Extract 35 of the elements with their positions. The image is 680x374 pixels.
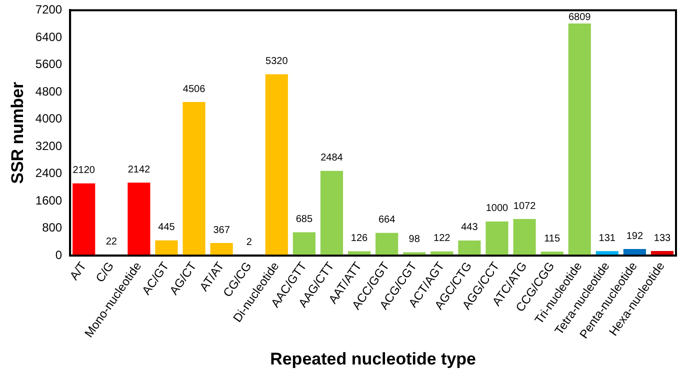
y-tick-label: 2400: [35, 166, 62, 180]
data-label: 122: [434, 233, 451, 244]
data-label: 1000: [486, 203, 509, 214]
data-label: 1072: [513, 200, 536, 212]
data-label: 2: [246, 237, 252, 248]
y-tick-label: 5600: [35, 57, 62, 72]
y-axis-title: SSR number: [8, 81, 27, 184]
data-label: 664: [378, 214, 396, 226]
data-label: 443: [461, 222, 478, 234]
data-label: 133: [654, 232, 672, 244]
data-label: 98: [408, 234, 420, 245]
y-tick-label: 4800: [35, 84, 62, 98]
x-tick-label: A/T: [66, 258, 90, 283]
data-label: 131: [598, 232, 616, 244]
data-label: 126: [350, 233, 368, 244]
y-tick-label: 1600: [35, 193, 62, 208]
y-tick-label: 4000: [35, 112, 62, 126]
data-label: 2142: [128, 164, 151, 176]
y-tick-label: 0: [55, 248, 62, 262]
data-label: 115: [544, 233, 560, 244]
y-tick-label: 3200: [35, 138, 62, 153]
data-label: 192: [626, 230, 644, 242]
data-label: 445: [158, 222, 176, 234]
y-tick-label: 800: [42, 220, 62, 235]
data-label: 2120: [72, 165, 96, 176]
data-label: 5320: [266, 56, 288, 68]
data-label: 4506: [182, 84, 206, 95]
data-label: 685: [296, 214, 313, 225]
y-tick-label: 7200: [35, 2, 62, 17]
data-label: 367: [213, 224, 230, 236]
data-label: 2484: [320, 152, 344, 164]
data-label: 6809: [568, 12, 592, 23]
x-axis-title: Repeated nucleotide type: [270, 349, 476, 368]
y-tick-label: 6400: [35, 30, 62, 44]
data-label: 22: [106, 236, 118, 248]
